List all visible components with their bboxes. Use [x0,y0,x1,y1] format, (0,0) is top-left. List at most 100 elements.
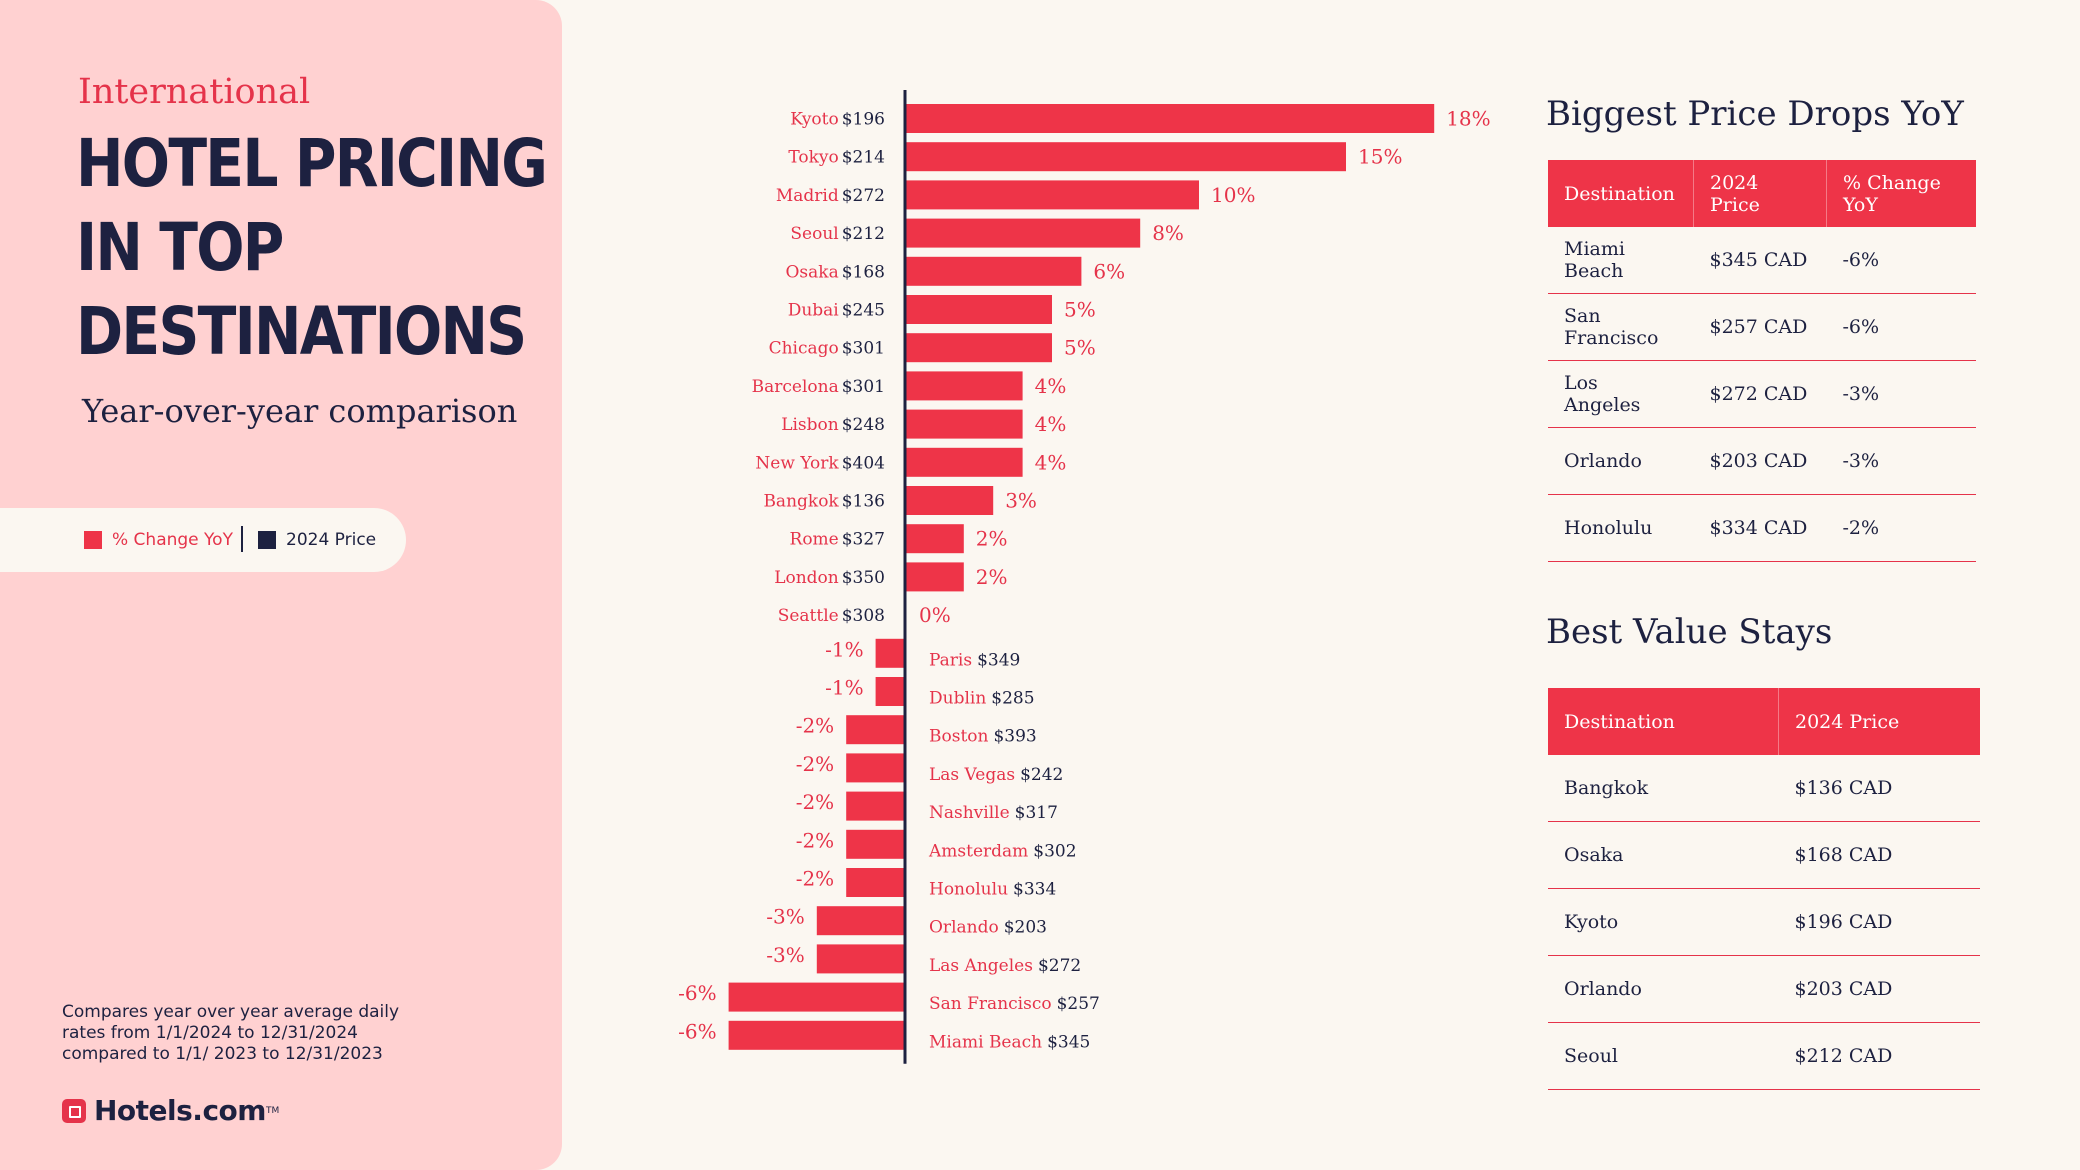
data-label: 10% [1211,183,1255,207]
city-price: $345 [1047,1032,1090,1052]
hotels-logo-icon [62,1098,86,1123]
bar [816,906,905,936]
table-cell-destination: Orlando [1548,955,1779,1023]
bar [905,409,1023,439]
data-label: 4% [1035,412,1067,436]
table-row: Osaka $168 CAD [1548,821,1980,889]
table-cell-destination: San Francisco [1548,293,1694,361]
city-price: $349 [977,650,1020,670]
column-header: 2024 Price [1693,160,1827,227]
city-name: Bangkok [763,492,839,512]
city-name: Las Angeles [929,956,1033,976]
city-name: New York [755,453,839,473]
legend-divider [241,526,243,552]
title-line: HOTEL PRICING [76,125,548,202]
category-label: Lisbon $248 [781,415,885,435]
data-label: 15% [1358,145,1402,169]
category-label: Seoul $212 [790,224,885,244]
table-cell-destination: Kyoto [1548,888,1779,956]
table-cell-price: $203 CAD [1778,955,1980,1023]
subtitle: Year-over-year comparison [82,392,518,430]
trademark: TM [265,1105,280,1116]
table-header-row: Destination 2024 Price % Change YoY [1548,160,1976,227]
table-header-row: Destination 2024 Price [1548,688,1980,755]
city-price: $136 [842,492,885,512]
data-label: -2% [796,752,835,776]
title-line: DESTINATIONS [76,293,527,370]
city-price: $214 [842,148,885,168]
best-value-table: Destination 2024 Price Bangkok $136 CAD Os… [1548,688,1980,1090]
city-name: Rome [790,530,839,550]
city-name: Seattle [778,606,839,626]
column-header: 2024 Price [1778,688,1980,755]
category-label: Chicago $301 [769,339,885,359]
city-name: Barcelona [752,377,839,397]
data-label: -2% [796,714,835,738]
city-name: Dublin [929,689,986,709]
category-label: San Francisco $257 [929,994,1100,1014]
bar [816,944,905,974]
city-price: $285 [991,689,1034,709]
bar [905,104,1435,133]
table-row: San Francisco $257 CAD -6% [1548,293,1976,361]
bar [728,1020,905,1050]
city-name: Miami Beach [929,1032,1042,1052]
city-name: Amsterdam [928,841,1028,861]
bar [905,562,964,592]
footnote-line: Compares year over year average daily [62,1002,400,1022]
city-name: Dubai [788,301,840,321]
price-drops-table: Destination 2024 Price % Change YoY Miam… [1548,160,1976,562]
city-price: $302 [1033,841,1076,861]
table-row: Kyoto $196 CAD [1548,888,1980,956]
city-price: $212 [842,224,885,244]
table-row: Los Angeles $272 CAD -3% [1548,360,1976,428]
data-label: 2% [976,527,1008,551]
drops-table-title: Biggest Price Drops YoY [1546,94,1964,134]
city-price: $317 [1015,803,1058,823]
bar [905,295,1052,324]
table-cell-price: $334 CAD [1693,494,1827,562]
table-row: Miami Beach $345 CAD -6% [1548,227,1976,294]
table-cell-change: -6% [1826,293,1976,361]
footnote: Compares year over year average daily ra… [62,1002,422,1065]
table-cell-destination: Seoul [1548,1022,1779,1090]
data-label: 3% [1005,489,1037,513]
city-name: Nashville [929,803,1010,823]
legend-item-price: 2024 Price [258,530,376,550]
brand-logo: Hotels.com TM [62,1094,279,1127]
category-label: Kyoto $196 [790,110,885,130]
data-label: 18% [1446,107,1490,131]
table-cell-destination: Los Angeles [1548,360,1694,428]
data-label: 2% [976,565,1008,589]
table-cell-destination: Miami Beach [1548,227,1694,294]
city-price: $334 [1013,880,1056,900]
legend-label: % Change YoY [112,530,233,550]
city-price: $327 [842,530,885,550]
bar [905,218,1141,248]
data-label: 6% [1093,259,1125,283]
data-label: 5% [1064,298,1096,322]
city-name: Paris [929,650,972,670]
city-name: Boston [929,727,989,747]
table-cell-change: -3% [1826,427,1976,495]
data-label: -6% [678,981,717,1005]
legend-label: 2024 Price [286,530,377,550]
table-cell-price: $168 CAD [1778,821,1980,889]
table-cell-destination: Orlando [1548,427,1694,495]
bar [728,982,905,1012]
category-label: Honolulu $334 [929,880,1056,900]
table-cell-price: $212 CAD [1778,1022,1980,1090]
city-price: $301 [842,377,885,397]
data-label: -1% [825,637,864,661]
bar [846,791,905,821]
bar [846,753,905,783]
bar [905,256,1082,286]
legend: % Change YoY 2024 Price [0,508,406,572]
city-name: San Francisco [929,994,1052,1014]
table-row: Orlando $203 CAD -3% [1548,427,1976,495]
city-name: Seoul [790,224,838,244]
category-label: Tokyo $214 [788,148,885,168]
bar [905,371,1023,401]
table-cell-destination: Osaka [1548,821,1779,889]
category-label: Seattle $308 [778,606,885,626]
